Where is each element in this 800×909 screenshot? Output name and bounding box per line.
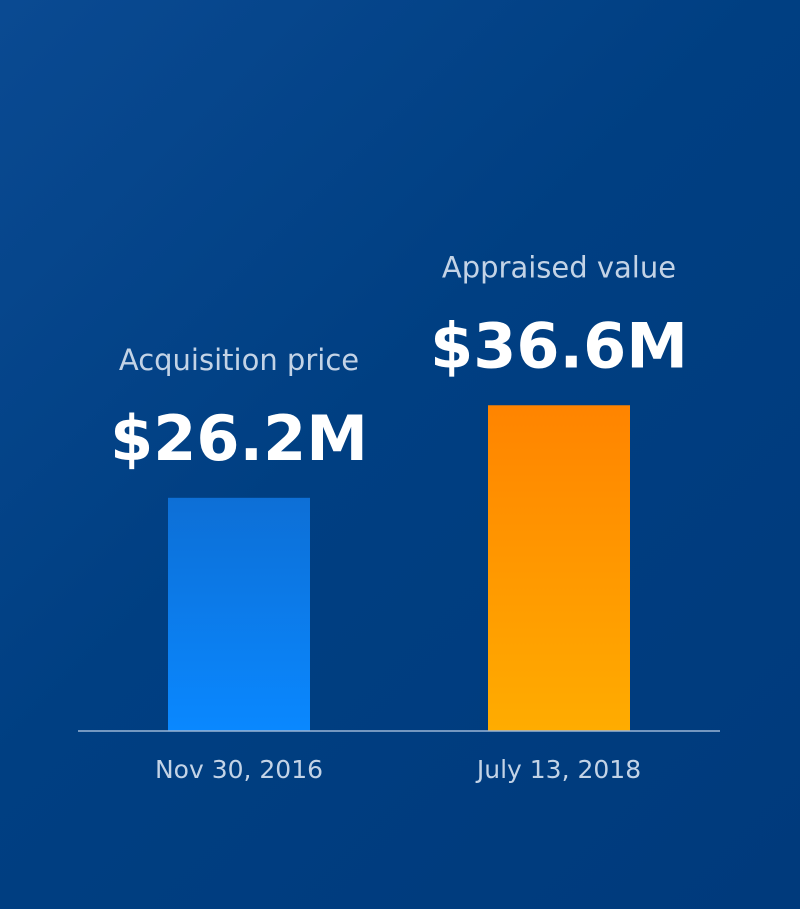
bar-1: [168, 497, 310, 731]
bar-title-1: Acquisition price: [119, 343, 359, 377]
value-label-2: $36.6M: [430, 309, 688, 382]
category-label-2: July 13, 2018: [475, 755, 641, 784]
category-label-1: Nov 30, 2016: [155, 755, 323, 784]
value-label-1: $26.2M: [110, 402, 368, 475]
bar-2: [488, 405, 630, 731]
bar-title-2: Appraised value: [442, 250, 676, 284]
